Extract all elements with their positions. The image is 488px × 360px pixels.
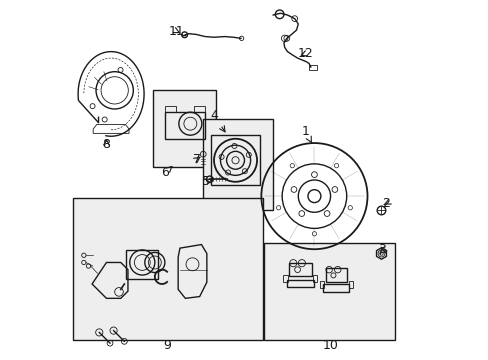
Bar — [73, 198, 263, 339]
Text: 8: 8 — [102, 138, 110, 150]
Bar — [203, 119, 273, 211]
Bar — [264, 243, 394, 339]
Bar — [283, 275, 287, 282]
Text: 3: 3 — [378, 243, 386, 256]
Bar — [288, 263, 311, 276]
Bar — [308, 65, 316, 69]
Text: 11: 11 — [168, 25, 184, 38]
Bar — [323, 284, 348, 292]
Bar — [153, 90, 215, 167]
Bar — [165, 107, 176, 112]
Bar — [325, 268, 346, 282]
Text: 4: 4 — [210, 109, 224, 132]
Text: 1: 1 — [301, 125, 311, 143]
Text: 6: 6 — [161, 166, 172, 179]
Bar — [312, 275, 317, 282]
Text: 12: 12 — [297, 47, 313, 60]
Bar — [319, 281, 323, 288]
Text: 10: 10 — [322, 339, 338, 352]
Bar — [348, 281, 352, 288]
Bar — [165, 112, 204, 139]
Text: 2: 2 — [382, 197, 390, 210]
Text: 5: 5 — [202, 175, 212, 188]
Bar — [211, 135, 260, 185]
Bar — [286, 280, 313, 287]
Text: 9: 9 — [163, 339, 171, 352]
Bar — [126, 250, 158, 279]
Text: 7: 7 — [193, 153, 201, 166]
Bar — [194, 107, 204, 112]
